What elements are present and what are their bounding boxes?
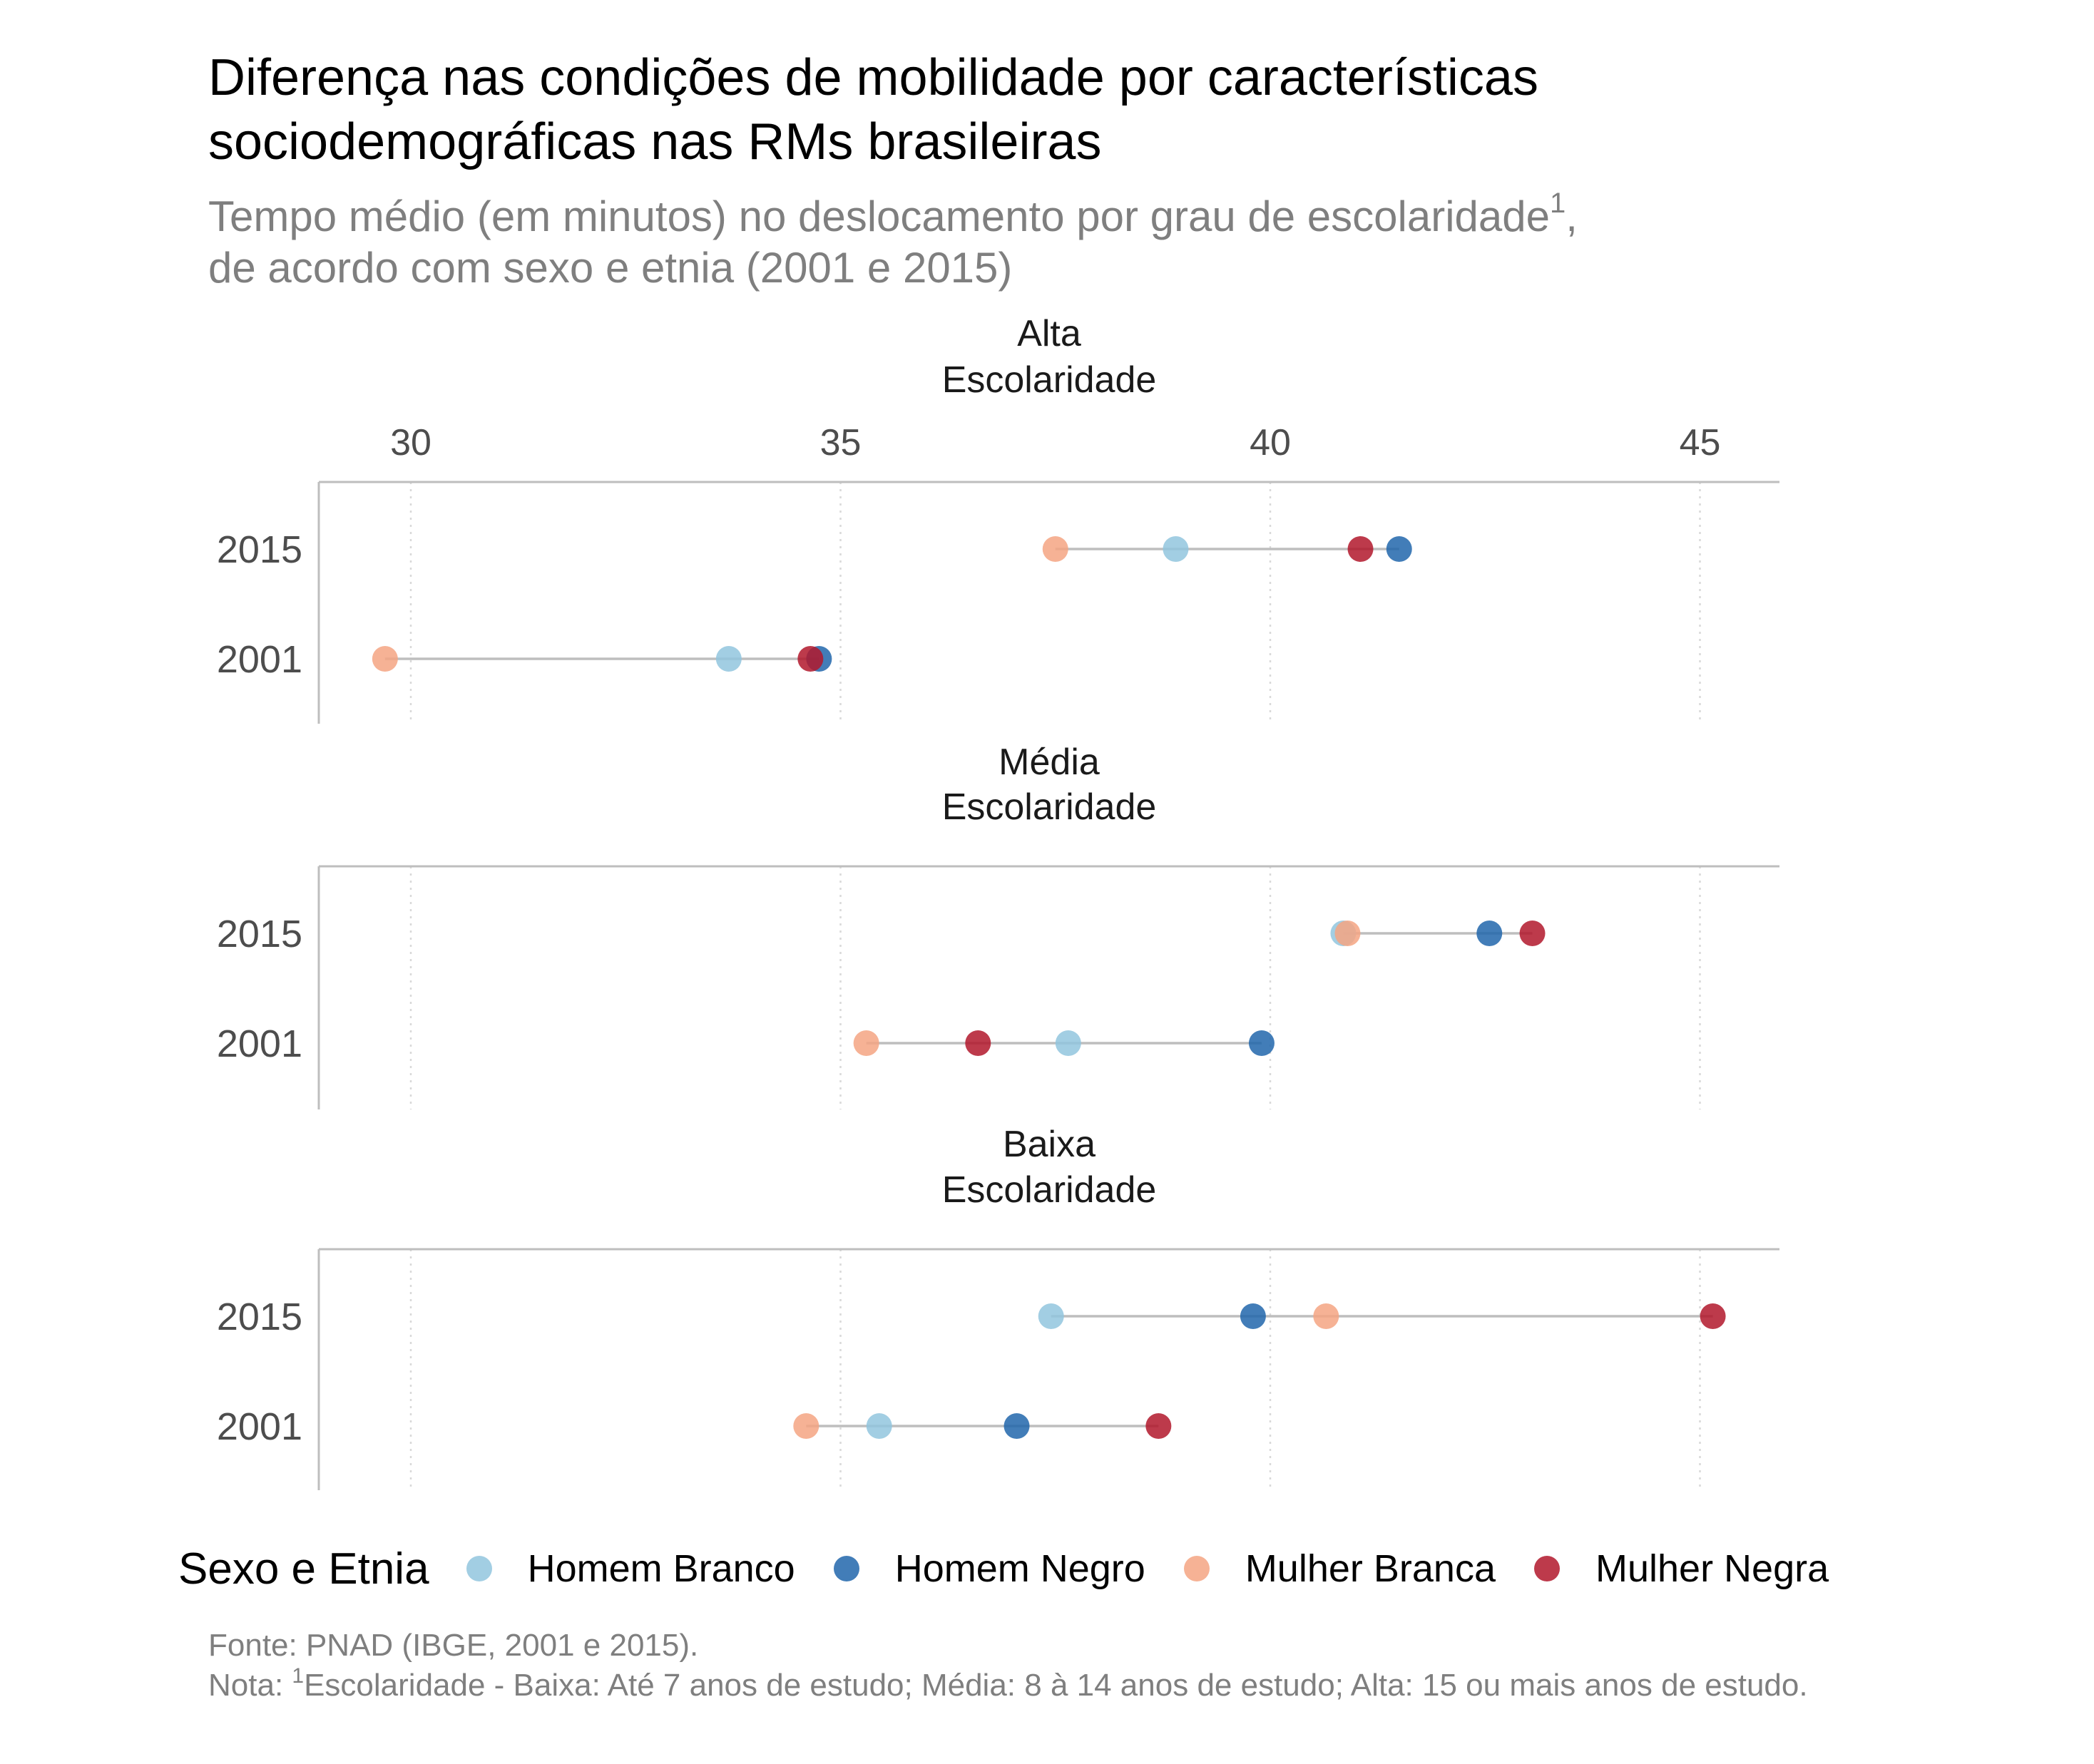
x-tick-label-30: 30: [390, 422, 431, 463]
subtitle-text: Tempo médio (em minutos) no deslocamento…: [208, 193, 1551, 240]
legend-label-mulher-negra: Mulher Negra: [1595, 1547, 1829, 1590]
point-media-2015-homem-negro: [1476, 921, 1503, 946]
caption-footnote-mark: 1: [292, 1664, 305, 1688]
legend-item-mulher-negra: Mulher Negra: [1534, 1547, 1829, 1591]
legend-label-mulher-branca: Mulher Branca: [1245, 1547, 1496, 1590]
caption-note-prefix: Nota:: [208, 1668, 292, 1703]
chart-subtitle: Tempo médio (em minutos) no deslocamento…: [208, 188, 1578, 294]
facet-label-baixa: Baixa: [1003, 1124, 1095, 1165]
point-alta-2015-homem-branco: [1163, 536, 1189, 562]
x-tick-label-40: 40: [1250, 422, 1291, 463]
point-alta-2015-mulher-negra: [1347, 536, 1374, 562]
chart-subtitle-line2: de acordo com sexo e etnia (2001 e 2015): [208, 244, 1013, 292]
x-tick-label-45: 45: [1680, 422, 1721, 463]
point-alta-2015-mulher-branca: [1042, 536, 1068, 562]
point-media-2001-homem-negro: [1248, 1030, 1275, 1056]
y-tick-label-media-2015: 2015: [217, 913, 302, 955]
legend-item-homem-negro: Homem Negro: [833, 1547, 1145, 1591]
point-alta-2001-homem-branco: [715, 646, 742, 672]
point-media-2015-mulher-negra: [1519, 921, 1546, 946]
chart-caption: Fonte: PNAD (IBGE, 2001 e 2015). Nota: 1…: [208, 1626, 1808, 1706]
facet-label-alta-escolaridade: Escolaridade: [942, 359, 1157, 401]
x-tick-label-35: 35: [820, 422, 862, 463]
y-tick-label-baixa-2001: 2001: [217, 1405, 302, 1448]
point-baixa-2015-homem-negro: [1240, 1303, 1266, 1329]
legend-label-homem-branco: Homem Branco: [527, 1547, 795, 1590]
point-alta-2001-mulher-negra: [797, 646, 824, 672]
subtitle-comma: ,: [1566, 193, 1578, 240]
legend-label-homem-negro: Homem Negro: [894, 1547, 1145, 1590]
point-alta-2001-mulher-branca: [372, 646, 398, 672]
chart-subtitle-line1: Tempo médio (em minutos) no deslocamento…: [208, 188, 1578, 242]
facet-label-media-escolaridade: Escolaridade: [942, 786, 1157, 828]
facet-label-media: Média: [999, 742, 1100, 783]
subtitle-footnote-mark: 1: [1550, 188, 1566, 219]
point-media-2001-mulher-negra: [965, 1030, 991, 1056]
y-tick-label-alta-2001: 2001: [217, 638, 302, 681]
point-baixa-2001-mulher-branca: [793, 1413, 819, 1439]
point-media-2001-mulher-branca: [853, 1030, 879, 1056]
legend-key-mulher-branca: [1183, 1556, 1210, 1581]
legend-key-homem-branco: [466, 1556, 492, 1581]
chart-title-line1: Diferença nas condições de mobilidade po…: [208, 49, 1538, 106]
point-media-2015-mulher-branca: [1334, 921, 1361, 946]
point-baixa-2015-mulher-negra: [1700, 1303, 1726, 1329]
chart-title: Diferença nas condições de mobilidade po…: [208, 46, 1538, 174]
legend-key-homem-negro: [833, 1556, 859, 1581]
y-tick-label-media-2001: 2001: [217, 1022, 302, 1065]
point-alta-2015-homem-negro: [1386, 536, 1412, 562]
caption-note: Nota: 1Escolaridade - Baixa: Até 7 anos …: [208, 1666, 1808, 1706]
point-baixa-2015-mulher-branca: [1313, 1303, 1339, 1329]
caption-note-text: Escolaridade - Baixa: Até 7 anos de estu…: [304, 1668, 1808, 1703]
caption-source: Fonte: PNAD (IBGE, 2001 e 2015).: [208, 1628, 699, 1663]
point-media-2001-homem-branco: [1055, 1030, 1081, 1056]
point-baixa-2015-homem-branco: [1038, 1303, 1064, 1329]
point-baixa-2001-mulher-negra: [1145, 1413, 1172, 1439]
facet-label-baixa-escolaridade: Escolaridade: [942, 1169, 1157, 1211]
legend-title: Sexo e Etnia: [178, 1544, 429, 1594]
y-tick-label-baixa-2015: 2015: [217, 1296, 302, 1338]
point-baixa-2001-homem-negro: [1003, 1413, 1030, 1439]
y-tick-label-alta-2015: 2015: [217, 528, 302, 571]
facet-label-alta: Alta: [1017, 313, 1081, 354]
legend-item-mulher-branca: Mulher Branca: [1183, 1547, 1496, 1591]
legend-key-mulher-negra: [1534, 1556, 1560, 1581]
legend: Sexo e Etnia Homem Branco Homem Negro Mu…: [178, 1533, 1867, 1604]
point-baixa-2001-homem-branco: [866, 1413, 892, 1439]
chart-title-line2: sociodemográficas nas RMs brasileiras: [208, 113, 1102, 170]
legend-item-homem-branco: Homem Branco: [466, 1547, 795, 1591]
